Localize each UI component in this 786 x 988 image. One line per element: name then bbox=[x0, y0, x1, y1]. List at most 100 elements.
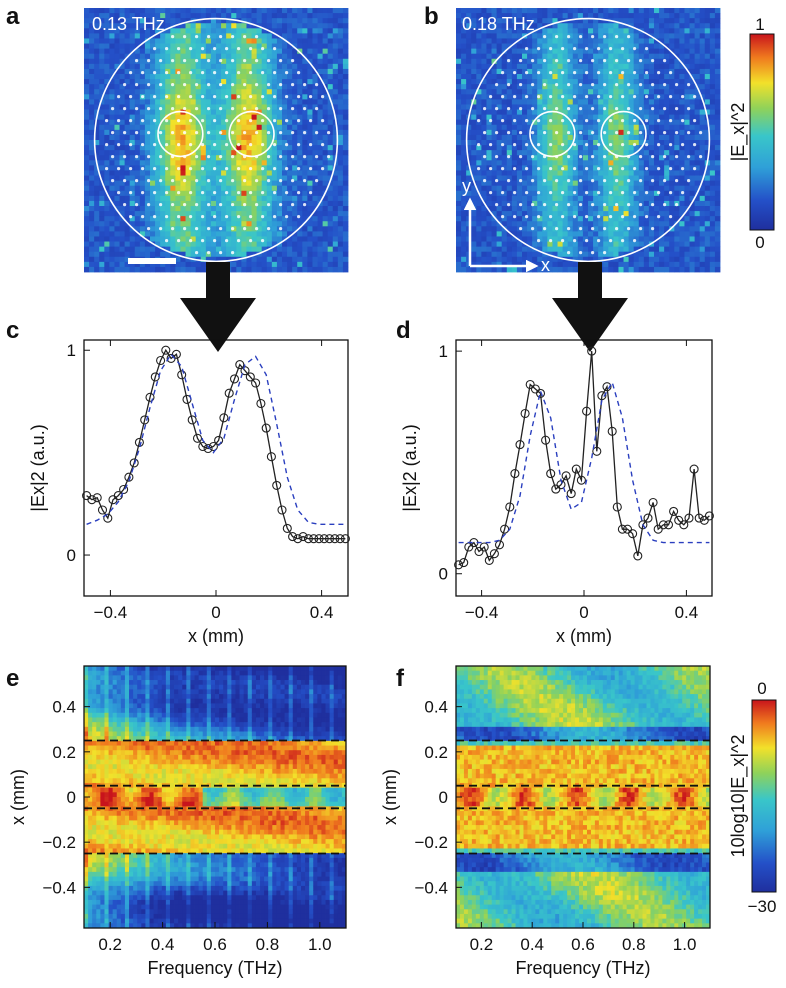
map-pixel bbox=[317, 38, 324, 44]
map-pixel bbox=[456, 79, 462, 85]
map-pixel bbox=[271, 18, 278, 24]
map-pixel bbox=[588, 13, 594, 19]
hole-dot bbox=[255, 227, 259, 231]
map-pixel bbox=[185, 18, 192, 24]
map-pixel bbox=[522, 104, 528, 110]
map-pixel bbox=[241, 119, 247, 126]
map-pixel bbox=[623, 185, 630, 192]
map-pixel bbox=[337, 68, 344, 75]
map-pixel bbox=[527, 211, 533, 217]
map-pixel bbox=[139, 145, 146, 151]
map-pixel bbox=[516, 124, 523, 131]
map-pixel bbox=[572, 236, 579, 242]
map-pixel bbox=[516, 185, 523, 192]
map-pixel bbox=[205, 236, 212, 242]
map-pixel bbox=[461, 8, 467, 14]
map-pixel bbox=[598, 99, 604, 105]
map-pixel bbox=[292, 180, 298, 187]
map-pixel bbox=[160, 8, 166, 14]
map-pixel bbox=[200, 226, 207, 232]
map-pixel bbox=[150, 231, 156, 237]
hole-dot bbox=[159, 131, 163, 135]
map-pixel bbox=[195, 124, 202, 131]
map-pixel bbox=[276, 13, 283, 19]
map-pixel bbox=[633, 190, 640, 197]
map-pixel bbox=[552, 124, 558, 131]
map-pixel bbox=[547, 180, 553, 187]
map-pixel bbox=[317, 170, 324, 176]
map-pixel bbox=[175, 185, 181, 192]
map-pixel bbox=[185, 8, 192, 14]
map-pixel bbox=[155, 190, 161, 197]
map-pixel bbox=[231, 134, 237, 141]
map-pixel bbox=[241, 89, 247, 95]
hole-dot bbox=[171, 203, 175, 207]
map-pixel bbox=[608, 160, 614, 166]
map-pixel bbox=[175, 13, 181, 19]
map-pixel bbox=[567, 94, 574, 100]
map-pixel bbox=[522, 150, 528, 156]
map-pixel bbox=[89, 63, 95, 70]
map-pixel bbox=[287, 13, 293, 19]
map-pixel bbox=[491, 79, 498, 85]
map-pixel bbox=[139, 63, 146, 70]
map-pixel bbox=[562, 246, 569, 253]
map-pixel bbox=[506, 251, 513, 258]
map-pixel bbox=[588, 175, 594, 182]
hole-dot bbox=[327, 155, 331, 159]
map-pixel bbox=[572, 195, 579, 202]
map-pixel bbox=[456, 261, 462, 268]
map-pixel bbox=[516, 175, 523, 182]
map-pixel bbox=[119, 33, 126, 39]
map-pixel bbox=[216, 241, 222, 248]
map-pixel bbox=[180, 246, 186, 253]
map-pixel bbox=[557, 74, 564, 80]
map-pixel bbox=[547, 160, 553, 166]
map-pixel bbox=[256, 53, 263, 60]
map-pixel bbox=[190, 129, 197, 136]
map-pixel bbox=[155, 119, 161, 126]
map-pixel bbox=[542, 211, 548, 217]
map-pixel bbox=[461, 33, 467, 39]
map-pixel bbox=[628, 190, 635, 197]
map-pixel bbox=[461, 18, 467, 24]
map-pixel bbox=[109, 8, 115, 14]
map-pixel bbox=[317, 33, 324, 39]
map-pixel bbox=[84, 84, 90, 90]
map-pixel bbox=[332, 104, 339, 110]
map-pixel bbox=[200, 140, 207, 146]
map-pixel bbox=[598, 155, 604, 161]
map-pixel bbox=[542, 180, 548, 187]
map-pixel bbox=[287, 155, 293, 161]
map-pixel bbox=[139, 175, 146, 182]
map-pixel bbox=[94, 221, 100, 227]
map-pixel bbox=[89, 129, 95, 136]
map-pixel bbox=[557, 33, 564, 39]
map-pixel bbox=[603, 246, 609, 253]
map-pixel bbox=[134, 109, 141, 116]
map-pixel bbox=[562, 140, 569, 146]
map-pixel bbox=[124, 251, 131, 258]
map-pixel bbox=[84, 53, 90, 60]
map-pixel bbox=[593, 104, 599, 110]
map-pixel bbox=[322, 175, 329, 182]
hole-dot bbox=[171, 83, 175, 87]
hole-dot bbox=[189, 95, 193, 99]
hole-dot bbox=[267, 83, 271, 87]
map-pixel bbox=[511, 104, 518, 110]
map-pixel bbox=[170, 216, 176, 222]
map-pixel bbox=[94, 18, 100, 24]
map-pixel bbox=[532, 256, 538, 263]
map-pixel bbox=[476, 48, 482, 55]
map-pixel bbox=[456, 84, 462, 90]
map-pixel bbox=[562, 104, 569, 110]
map-pixel bbox=[598, 180, 604, 187]
map-pixel bbox=[292, 23, 298, 29]
map-pixel bbox=[562, 114, 569, 121]
hole-dot bbox=[159, 155, 163, 159]
map-pixel bbox=[210, 155, 217, 161]
map-pixel bbox=[185, 195, 192, 202]
map-pixel bbox=[557, 13, 564, 19]
map-pixel bbox=[633, 63, 640, 70]
map-pixel bbox=[542, 256, 548, 263]
